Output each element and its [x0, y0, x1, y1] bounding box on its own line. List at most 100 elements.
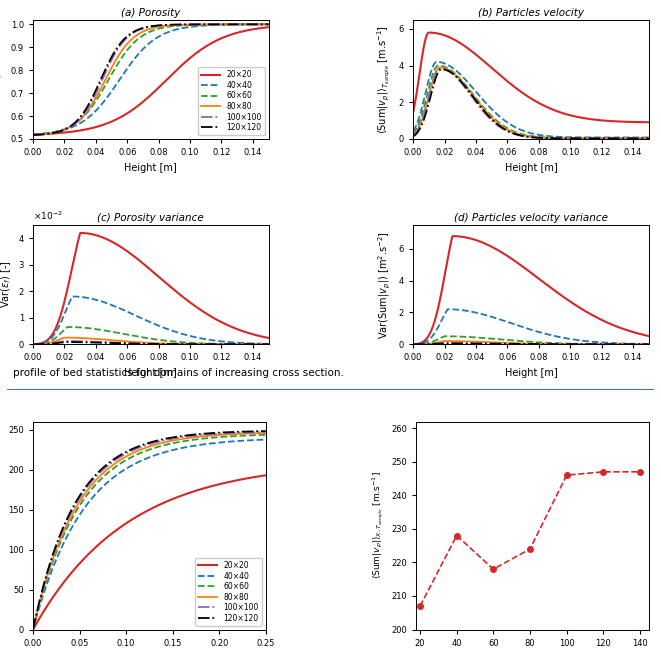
Line: 60×60: 60×60 [33, 435, 266, 630]
120×120 [142, 23, 150, 31]
120×120 [259, 20, 267, 28]
Title: (c) Porosity variance: (c) Porosity variance [97, 213, 204, 223]
80×80 [262, 429, 270, 437]
80×80 [259, 20, 267, 28]
40×40 [256, 436, 264, 444]
100×100 [262, 428, 270, 436]
40×40 [220, 438, 228, 446]
20×20 [29, 626, 37, 633]
40×40 [264, 21, 272, 29]
100×100 [168, 435, 176, 443]
Line: 80×80: 80×80 [33, 433, 266, 630]
Line: 20×20: 20×20 [33, 475, 266, 630]
60×60 [139, 448, 147, 456]
100×100 [141, 24, 149, 32]
20×20 [220, 479, 228, 487]
120×120 [264, 20, 272, 28]
Y-axis label: $\mathrm{Cumul}(\langle \mathrm{Sum}|v_p| \rangle_{T_{sample}})$ [m.s$^{-1}$]: $\mathrm{Cumul}(\langle \mathrm{Sum}|v_p… [0, 462, 3, 589]
Y-axis label: $\langle \varepsilon_f \rangle_{T_{sample}}$ [-]: $\langle \varepsilon_f \rangle_{T_{sampl… [0, 53, 5, 106]
60×60 [29, 626, 37, 633]
X-axis label: Height [m]: Height [m] [504, 162, 557, 173]
100×100 [29, 626, 37, 633]
20×20 [222, 32, 230, 40]
100×100 [157, 21, 165, 29]
Legend: 20×20, 40×40, 60×60, 80×80, 100×100, 120×120: 20×20, 40×40, 60×60, 80×80, 100×100, 120… [198, 67, 265, 135]
60×60 [220, 433, 228, 441]
20×20 [259, 24, 267, 32]
60×60 [259, 20, 267, 28]
60×60 [168, 439, 176, 447]
40×40 [157, 32, 165, 40]
100×100 [222, 20, 230, 28]
X-axis label: Height [m]: Height [m] [504, 368, 557, 378]
40×40 [141, 43, 149, 51]
Y-axis label: $\langle \mathrm{Sum}|v_p| \rangle_{T_{sample}}$ [m.s$^{-1}$]: $\langle \mathrm{Sum}|v_p| \rangle_{T_{s… [375, 25, 393, 134]
100×100 [139, 442, 147, 450]
120×120 [256, 427, 264, 435]
40×40 [262, 435, 270, 443]
20×20 [264, 23, 272, 31]
40×40 [29, 130, 37, 138]
60×60 [155, 443, 163, 450]
120×120 [29, 626, 37, 633]
20×20 [262, 471, 270, 479]
20×20 [29, 130, 37, 138]
120×120 [168, 434, 176, 441]
Y-axis label: $\mathrm{Var}(\mathrm{Sum}|v_p|)$ [m$^2$.s$^{-2}$]: $\mathrm{Var}(\mathrm{Sum}|v_p|)$ [m$^2$… [377, 230, 393, 339]
100×100 [220, 430, 228, 437]
Line: 40×40: 40×40 [33, 25, 268, 134]
20×20 [168, 496, 176, 504]
X-axis label: Height [m]: Height [m] [124, 162, 177, 173]
20×20 [141, 96, 149, 104]
100×100 [155, 437, 163, 445]
40×40 [168, 447, 176, 454]
40×40 [139, 456, 147, 463]
60×60 [169, 22, 177, 30]
Text: $\times 10^{-2}$: $\times 10^{-2}$ [33, 210, 63, 222]
Title: (d) Particles velocity variance: (d) Particles velocity variance [454, 213, 608, 223]
20×20 [139, 509, 147, 517]
80×80 [29, 626, 37, 633]
40×40 [142, 42, 150, 50]
20×20 [142, 95, 150, 103]
Line: 20×20: 20×20 [33, 27, 268, 134]
100×100 [142, 23, 150, 31]
120×120 [141, 440, 149, 448]
40×40 [141, 455, 149, 463]
120×120 [220, 428, 228, 436]
Line: 100×100: 100×100 [33, 24, 268, 135]
Y-axis label: $\mathrm{Var}(\varepsilon_f)$ [-]: $\mathrm{Var}(\varepsilon_f)$ [-] [0, 261, 13, 308]
60×60 [29, 130, 37, 138]
40×40 [155, 450, 163, 458]
60×60 [222, 21, 230, 29]
X-axis label: Height [m]: Height [m] [124, 368, 177, 378]
80×80 [157, 23, 165, 31]
20×20 [141, 508, 149, 516]
Line: 80×80: 80×80 [33, 24, 268, 135]
100×100 [264, 20, 272, 28]
120×120 [157, 21, 165, 29]
100×100 [259, 20, 267, 28]
20×20 [169, 69, 177, 77]
80×80 [264, 20, 272, 28]
80×80 [141, 27, 149, 34]
Line: 40×40: 40×40 [33, 439, 266, 630]
60×60 [157, 24, 165, 32]
80×80 [141, 444, 149, 452]
60×60 [141, 447, 149, 455]
80×80 [222, 21, 230, 29]
120×120 [139, 441, 147, 448]
Line: 100×100: 100×100 [33, 432, 266, 630]
Line: 60×60: 60×60 [33, 24, 268, 134]
80×80 [220, 431, 228, 439]
Line: 120×120: 120×120 [33, 24, 268, 135]
Text: profile of bed statistics for domains of increasing cross section.: profile of bed statistics for domains of… [13, 368, 344, 378]
Title: (a) Porosity: (a) Porosity [121, 8, 180, 18]
Legend: 20×20, 40×40, 60×60, 80×80, 100×100, 120×120: 20×20, 40×40, 60×60, 80×80, 100×100, 120… [195, 558, 262, 626]
80×80 [256, 429, 264, 437]
40×40 [169, 27, 177, 34]
120×120 [222, 20, 230, 28]
Y-axis label: $\langle \mathrm{Sum}|v_p| \rangle_{X,T_{sample}}$ [m.s$^{-1}$]: $\langle \mathrm{Sum}|v_p| \rangle_{X,T_… [370, 472, 386, 580]
120×120 [262, 427, 270, 435]
80×80 [142, 26, 150, 34]
